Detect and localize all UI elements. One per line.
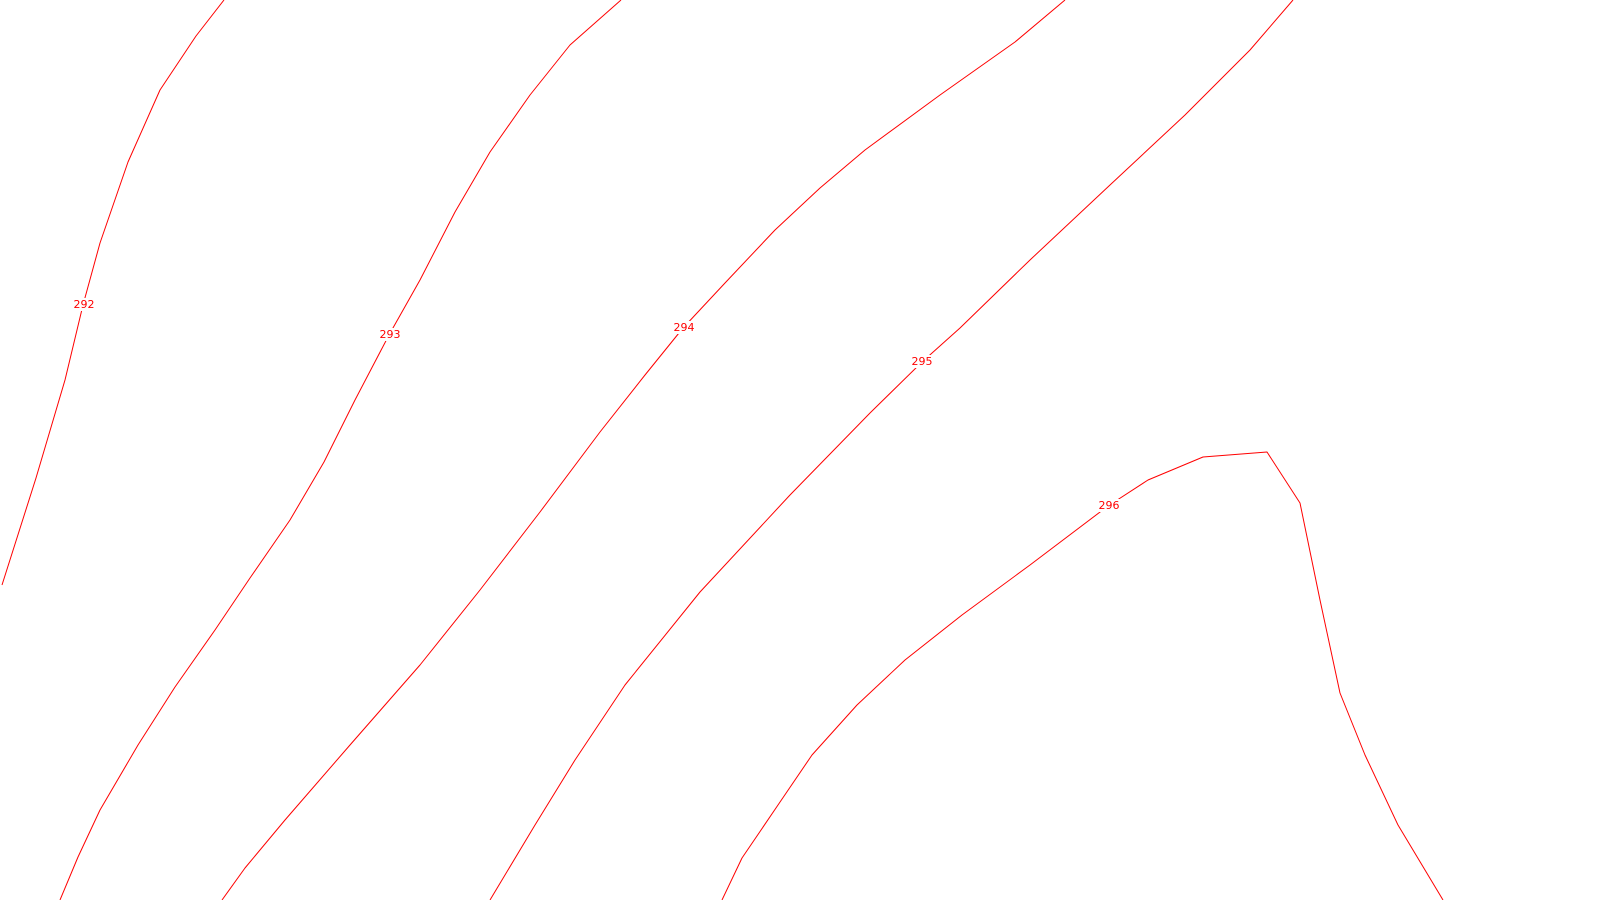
contour-line-292 bbox=[1, 0, 225, 586]
contour-label-294: 294 bbox=[674, 321, 695, 334]
contour-label-knockout bbox=[671, 321, 697, 334]
contour-label-knockout bbox=[71, 298, 97, 311]
contour-295: 295 bbox=[489, 0, 1294, 900]
contour-label-knockout bbox=[909, 355, 935, 368]
contour-line-293 bbox=[59, 0, 622, 900]
contour-label-295: 295 bbox=[912, 355, 933, 368]
contour-label-292: 292 bbox=[74, 298, 95, 311]
contour-294: 294 bbox=[221, 0, 1066, 900]
contour-296: 296 bbox=[721, 451, 1444, 900]
contour-line-296 bbox=[721, 451, 1444, 900]
contour-label-knockout bbox=[377, 328, 403, 341]
contour-label-knockout bbox=[1096, 499, 1122, 512]
contour-label-293: 293 bbox=[380, 328, 401, 341]
contour-292: 292 bbox=[1, 0, 225, 586]
contour-label-296: 296 bbox=[1099, 499, 1120, 512]
contour-293: 293 bbox=[59, 0, 622, 900]
contour-line-294 bbox=[221, 0, 1066, 900]
contour-line-295 bbox=[489, 0, 1294, 900]
